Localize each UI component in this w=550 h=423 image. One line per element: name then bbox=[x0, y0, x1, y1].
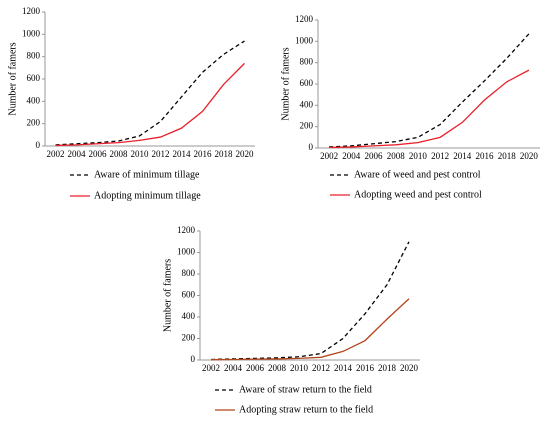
x-tick-label: 2020 bbox=[520, 151, 539, 161]
series-line bbox=[210, 298, 410, 361]
legend-label: Adopting weed and pest control bbox=[354, 189, 482, 200]
x-tick-label: 2006 bbox=[365, 151, 384, 161]
y-tick-label: 1200 bbox=[22, 6, 41, 16]
x-tick-label: 2016 bbox=[194, 149, 213, 159]
x-tick-label: 2014 bbox=[334, 363, 353, 373]
y-tick-label: 600 bbox=[182, 290, 196, 300]
x-tick-label: 2018 bbox=[215, 149, 234, 159]
series-line bbox=[329, 69, 530, 149]
y-tick-label: 1200 bbox=[295, 14, 314, 24]
x-tick-label: 2002 bbox=[47, 149, 65, 159]
series-line bbox=[210, 241, 410, 361]
x-tick-label: 2008 bbox=[387, 151, 406, 161]
x-tick-label: 2002 bbox=[202, 363, 220, 373]
legend-label: Aware of weed and pest control bbox=[354, 169, 481, 180]
x-tick-label: 2018 bbox=[498, 151, 517, 161]
y-tick-label: 1000 bbox=[177, 247, 196, 257]
legend-label: Adopting straw return to the field bbox=[239, 404, 373, 415]
x-tick-label: 2006 bbox=[89, 149, 108, 159]
y-tick-label: 200 bbox=[182, 333, 196, 343]
x-tick-label: 2012 bbox=[312, 363, 330, 373]
y-tick-label: 200 bbox=[300, 121, 314, 131]
x-tick-label: 2006 bbox=[246, 363, 265, 373]
y-tick-label: 1000 bbox=[295, 35, 314, 45]
y-tick-label: 800 bbox=[300, 57, 314, 67]
y-tick-label: 600 bbox=[300, 78, 314, 88]
x-tick-label: 2010 bbox=[409, 151, 428, 161]
x-tick-label: 2014 bbox=[173, 149, 192, 159]
y-tick-label: 1000 bbox=[22, 28, 41, 38]
y-tick-label: 800 bbox=[182, 268, 196, 278]
series-line bbox=[329, 33, 530, 148]
x-tick-label: 2004 bbox=[224, 363, 243, 373]
x-tick-label: 2020 bbox=[236, 149, 255, 159]
x-tick-label: 2016 bbox=[356, 363, 375, 373]
x-tick-label: 2020 bbox=[400, 363, 419, 373]
y-tick-label: 400 bbox=[27, 95, 41, 105]
y-tick-label: 200 bbox=[27, 118, 41, 128]
x-tick-label: 2016 bbox=[476, 151, 495, 161]
x-tick-label: 2004 bbox=[68, 149, 87, 159]
y-tick-label: 800 bbox=[27, 51, 41, 61]
y-tick-label: 0 bbox=[309, 142, 314, 152]
x-tick-label: 2004 bbox=[342, 151, 361, 161]
x-tick-label: 2010 bbox=[290, 363, 309, 373]
x-tick-label: 2010 bbox=[131, 149, 150, 159]
x-tick-label: 2012 bbox=[431, 151, 449, 161]
x-tick-label: 2014 bbox=[453, 151, 472, 161]
x-tick-label: 2008 bbox=[268, 363, 287, 373]
y-axis-label: Number of famers bbox=[7, 42, 18, 115]
x-tick-label: 2018 bbox=[378, 363, 397, 373]
y-tick-label: 0 bbox=[36, 140, 41, 150]
series-line bbox=[55, 62, 245, 147]
y-axis-label: Number of famers bbox=[280, 47, 291, 120]
y-tick-label: 400 bbox=[182, 311, 196, 321]
legend-label: Adopting minimum tillage bbox=[94, 190, 201, 201]
y-axis-label: Number of famers bbox=[162, 259, 173, 332]
x-tick-label: 2008 bbox=[110, 149, 129, 159]
x-tick-label: 2012 bbox=[152, 149, 170, 159]
y-tick-label: 600 bbox=[27, 73, 41, 83]
series-line bbox=[55, 40, 245, 146]
y-tick-label: 0 bbox=[191, 354, 196, 364]
x-tick-label: 2002 bbox=[320, 151, 338, 161]
y-tick-label: 1200 bbox=[177, 225, 196, 235]
y-tick-label: 400 bbox=[300, 99, 314, 109]
legend-label: Aware of straw return to the field bbox=[239, 384, 372, 395]
legend-label: Aware of minimum tillage bbox=[94, 169, 200, 180]
